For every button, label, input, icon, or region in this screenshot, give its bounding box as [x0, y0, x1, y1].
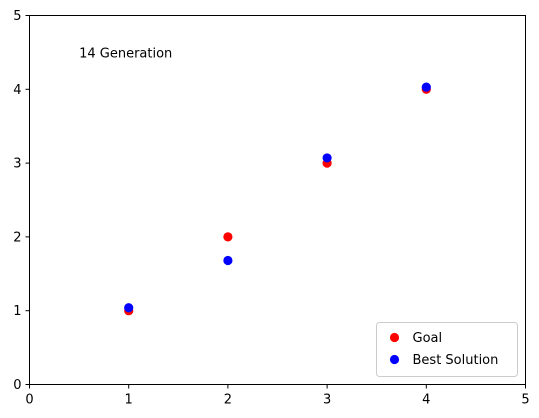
legend: Goal Best Solution	[376, 322, 518, 377]
plot-frame	[29, 15, 526, 385]
x-tick-label: 0	[25, 393, 33, 408]
legend-marker	[389, 354, 400, 365]
best-solution-point	[421, 82, 431, 92]
best-solution-point	[223, 255, 233, 266]
legend-label: Goal	[413, 331, 443, 346]
best-solution-point	[322, 153, 332, 163]
annotation-text: 14 Generation	[79, 46, 172, 61]
y-tick-label: 4	[13, 83, 21, 98]
x-tick-label: 5	[521, 393, 529, 408]
y-tick-label: 0	[13, 378, 21, 393]
data-points	[124, 82, 431, 316]
y-tick-label: 2	[13, 230, 21, 245]
y-tick-label: 5	[13, 9, 21, 24]
legend-box	[376, 322, 518, 377]
x-tick-label: 4	[422, 393, 430, 408]
legend-label: Best Solution	[413, 353, 499, 368]
x-tick-label: 2	[224, 393, 232, 408]
x-tick-label: 3	[323, 393, 331, 408]
y-tick-label: 3	[13, 157, 21, 172]
x-tick-label: 1	[125, 393, 133, 408]
legend-marker	[389, 332, 400, 343]
axis-ticks: 0 1 2 3 4 5 0 1 2 3 4 5	[13, 9, 529, 408]
goal-point	[223, 232, 233, 242]
best-solution-point	[124, 303, 134, 313]
y-tick-label: 1	[13, 304, 21, 319]
